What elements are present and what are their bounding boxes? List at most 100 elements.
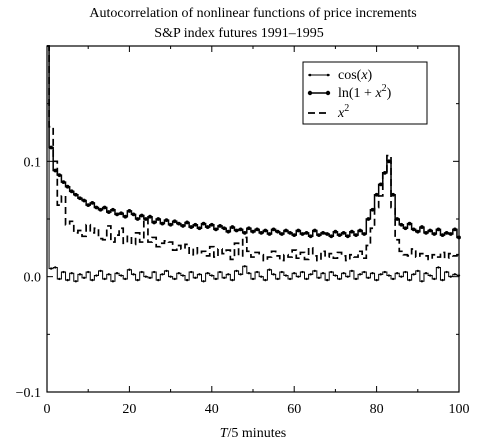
series-point-cos xyxy=(317,276,321,280)
series-point-ln1px2 xyxy=(366,217,371,221)
series-point-ln1px2 xyxy=(420,225,424,229)
series-point-cos xyxy=(268,268,271,271)
y-tick-label-2: 0.1 xyxy=(24,155,42,170)
series-point-cos xyxy=(255,270,259,274)
series-point-cos xyxy=(128,268,131,271)
series-point-cos xyxy=(243,265,246,268)
series-point-cos xyxy=(161,273,164,276)
series-point-ln1px2 xyxy=(300,232,305,236)
series-point-ln1px2 xyxy=(111,207,115,212)
series-point-ln1px2 xyxy=(271,227,276,232)
series-point-cos xyxy=(342,272,345,275)
series-point-cos xyxy=(91,278,94,282)
series-point-ln1px2 xyxy=(172,219,177,224)
series-point-cos xyxy=(272,273,275,276)
series-point-ln1px2 xyxy=(333,229,338,234)
series-point-cos xyxy=(396,272,399,275)
series-point-cos xyxy=(62,270,65,274)
series-point-cos xyxy=(169,275,172,278)
series-point-ln1px2 xyxy=(457,235,461,240)
series-point-cos xyxy=(354,277,358,281)
series-point-cos xyxy=(301,270,304,274)
series-point-ln1px2 xyxy=(209,222,214,227)
series-point-ln1px2 xyxy=(222,226,227,231)
y-tick-label-1: 0.0 xyxy=(24,271,42,286)
series-point-ln1px2 xyxy=(428,228,433,233)
series-point-cos xyxy=(95,274,98,277)
series-point-cos xyxy=(239,273,242,276)
series-point-cos xyxy=(264,278,267,282)
series-point-ln1px2 xyxy=(164,218,169,223)
series-point-ln1px2 xyxy=(160,221,165,226)
series-point-cos xyxy=(416,269,419,273)
series-point-cos xyxy=(247,272,251,275)
series-point-ln1px2 xyxy=(321,230,325,235)
series-point-ln1px2 xyxy=(73,192,78,197)
tick-labels: 0 20 40 60 80 100 −0.1 0.0 0.1 xyxy=(16,155,470,417)
series-point-cos xyxy=(190,270,193,274)
series-point-ln1px2 xyxy=(275,229,280,234)
legend-ln-sup: 2 xyxy=(382,83,387,94)
series-point-cos xyxy=(70,272,73,275)
series-point-ln1px2 xyxy=(382,170,387,175)
series-point-cos xyxy=(441,278,444,282)
series-point-cos xyxy=(66,278,69,282)
series-point-ln1px2 xyxy=(354,233,358,238)
series-point-ln1px2 xyxy=(304,230,309,235)
series-point-ln1px2 xyxy=(82,198,86,203)
series-point-cos xyxy=(165,269,168,273)
series-point-cos xyxy=(424,272,428,275)
legend: cos(x) ln(1 + x2) x2 xyxy=(302,61,428,125)
axis-ticks xyxy=(46,46,460,393)
series-point-cos xyxy=(140,270,143,274)
series-point-ln1px2 xyxy=(143,217,148,221)
series-point-ln1px2 xyxy=(255,227,260,232)
series-point-ln1px2 xyxy=(69,189,74,194)
series-point-cos xyxy=(82,276,86,280)
series-point-cos xyxy=(173,277,176,281)
series-point-ln1px2 xyxy=(201,221,206,226)
series-point-ln1px2 xyxy=(115,212,119,217)
legend-sq-sup: 2 xyxy=(344,103,349,114)
series-point-ln1px2 xyxy=(238,227,243,232)
series-point-cos xyxy=(206,272,209,275)
series-point-cos xyxy=(350,269,354,273)
series-point-cos xyxy=(338,277,341,281)
series-point-cos xyxy=(288,277,292,281)
series-point-cos xyxy=(400,275,403,278)
series-point-ln1px2 xyxy=(78,196,82,201)
series-point-cos xyxy=(325,278,329,282)
series-point-ln1px2 xyxy=(279,232,284,236)
x-tick-label-80: 80 xyxy=(370,402,384,417)
series-point-ln1px2 xyxy=(349,229,354,234)
series-point-cos xyxy=(214,277,218,281)
series-point-ln1px2 xyxy=(370,207,375,212)
series-point-cos xyxy=(49,267,53,270)
series-point-cos xyxy=(334,274,337,277)
series-point-cos xyxy=(453,273,457,276)
series-point-ln1px2 xyxy=(181,224,185,228)
series-point-ln1px2 xyxy=(288,230,292,235)
chart-title: Autocorrelation of nonlinear functions o… xyxy=(89,6,416,21)
series-point-ln1px2 xyxy=(230,225,235,229)
series-point-ln1px2 xyxy=(251,229,255,234)
x-tick-label-20: 20 xyxy=(122,402,136,417)
series-point-ln1px2 xyxy=(362,232,367,236)
series-point-ln1px2 xyxy=(378,182,383,187)
series-point-ln1px2 xyxy=(148,214,152,219)
series-point-cos xyxy=(260,275,263,278)
series-point-ln1px2 xyxy=(53,168,58,173)
series-point-cos xyxy=(330,270,333,274)
series-point-cos xyxy=(87,270,90,274)
series-point-ln1px2 xyxy=(123,214,128,219)
series-point-ln1px2 xyxy=(440,233,445,238)
series-point-cos xyxy=(367,276,370,280)
series-point-cos xyxy=(420,280,424,283)
legend-marker-cos-2 xyxy=(326,73,330,77)
series-point-cos xyxy=(321,272,325,275)
legend-marker-ln-1 xyxy=(307,90,313,96)
series-point-cos xyxy=(297,275,300,278)
series-point-ln1px2 xyxy=(214,227,218,232)
series-point-cos xyxy=(284,274,288,277)
series-point-ln1px2 xyxy=(49,145,54,150)
